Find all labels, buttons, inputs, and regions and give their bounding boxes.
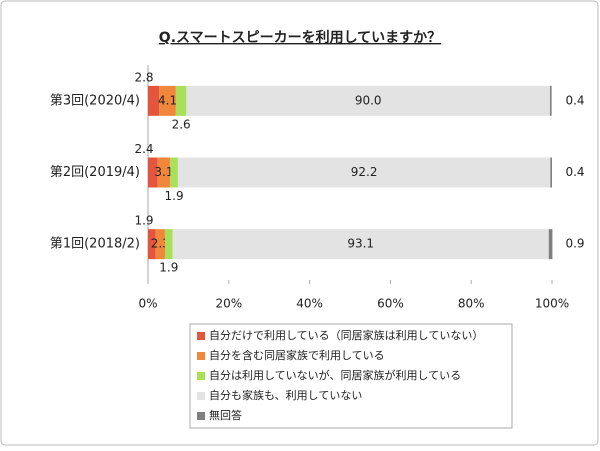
legend-swatch [197, 392, 205, 400]
bar-segment [148, 85, 160, 116]
x-tick-label: 60% [377, 297, 404, 311]
data-label: 0.4 [565, 93, 584, 107]
y-tick-label: 第3回(2020/4) [50, 93, 140, 108]
bar-segment [170, 157, 178, 188]
bar-segment [548, 229, 553, 260]
y-tick-label: 第2回(2019/4) [50, 165, 140, 180]
data-label: 1.9 [159, 261, 178, 275]
bar-segment [164, 229, 173, 260]
x-tick-label: 40% [296, 297, 323, 311]
chart-title: Q.スマートスピーカーを利用していますか？ [159, 29, 441, 46]
bar-segment [186, 85, 550, 116]
x-tick-label: 0% [138, 297, 157, 311]
bar-segment [549, 85, 552, 116]
bar-segment [172, 229, 549, 260]
y-tick-label: 第1回(2018/2) [50, 237, 140, 252]
bar-segment [148, 157, 158, 188]
bar-segment [155, 229, 165, 260]
x-tick-label: 20% [215, 297, 242, 311]
data-label: 1.9 [134, 214, 153, 228]
data-label: 93.1 [347, 237, 374, 251]
bar-segment [175, 85, 187, 116]
data-label: 2.6 [172, 117, 191, 131]
bar-segment [148, 229, 156, 260]
legend-swatch [197, 332, 205, 340]
data-label: 90.0 [355, 93, 382, 107]
legend-label: 無回答 [209, 408, 242, 422]
data-label: 1.9 [165, 189, 184, 203]
x-tick-label: 100% [535, 297, 569, 311]
legend-label: 自分だけで利用している（同居家族は利用していない） [209, 328, 483, 342]
legend-label: 自分は利用していないが、同居家族が利用している [209, 368, 461, 382]
bar-segment [157, 157, 171, 188]
data-label: 92.2 [351, 165, 378, 179]
data-label: 2.8 [134, 70, 153, 84]
legend-label: 自分を含む同居家族で利用している [209, 348, 385, 362]
x-tick-label: 80% [458, 297, 485, 311]
data-label: 3.1 [154, 165, 173, 179]
data-label: 0.4 [565, 165, 584, 179]
legend-swatch [197, 412, 205, 420]
data-label: 0.9 [565, 237, 584, 251]
legend-swatch [197, 372, 205, 380]
data-label: 4.1 [158, 93, 177, 107]
legend-swatch [197, 352, 205, 360]
data-label: 2.4 [134, 142, 153, 156]
bar-segment [550, 157, 552, 188]
legend-label: 自分も家族も、利用していない [209, 388, 362, 402]
bar-segment [177, 157, 551, 188]
bar-segment [159, 85, 176, 116]
legend-box [189, 323, 513, 429]
